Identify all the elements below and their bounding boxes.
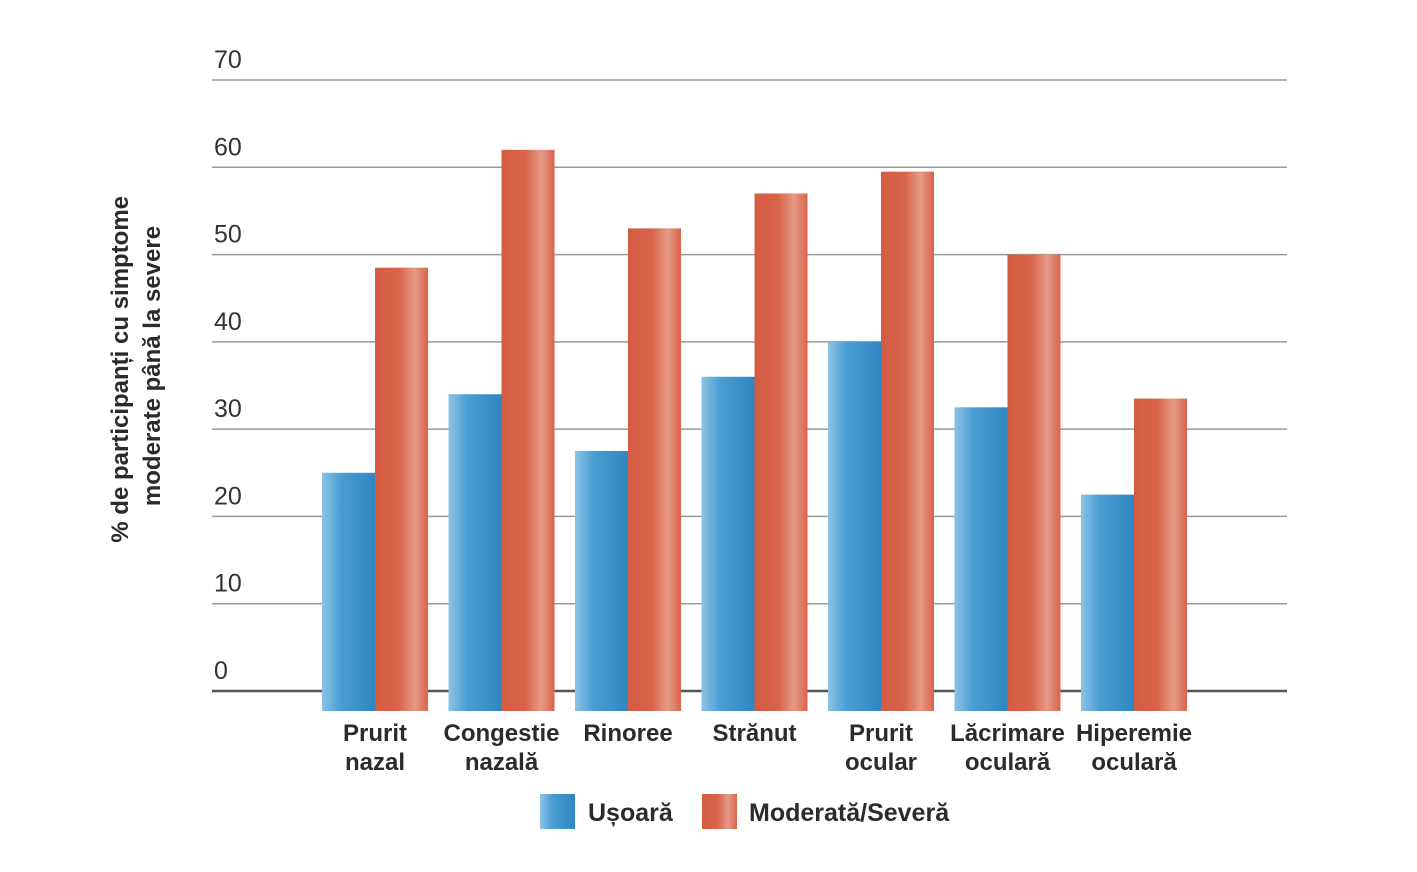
legend-label-0: Ușoară xyxy=(588,799,674,827)
y-axis-label-line-2: moderate până la severe xyxy=(139,226,166,506)
category-label-4-line-1: ocular xyxy=(845,749,917,776)
category-label-0-line-1: nazal xyxy=(345,749,405,776)
legend-label-1: Moderată/Severă xyxy=(749,799,950,827)
bar-moderata-severa-5 xyxy=(1007,254,1061,712)
category-label-0: Prurit nazal xyxy=(343,720,407,776)
category-label-5: Lăcrimare oculară xyxy=(950,720,1065,776)
bar-usoara-6 xyxy=(1081,494,1134,711)
legend: Ușoară Moderată/Severă xyxy=(540,794,950,829)
bar-usoara-4 xyxy=(828,341,881,711)
bar-moderata-severa-0 xyxy=(375,267,428,711)
category-label-1-line-1: nazală xyxy=(465,749,539,776)
category-label-3: Strănut xyxy=(713,720,797,747)
category-label-0-line-0: Prurit xyxy=(343,720,407,747)
bar-moderata-severa-6 xyxy=(1134,398,1187,711)
category-label-1: Congestie nazală xyxy=(443,720,559,776)
category-label-3-line-0: Strănut xyxy=(713,720,797,747)
bar-moderata-severa-4 xyxy=(881,171,934,711)
category-label-2: Rinoree xyxy=(583,720,672,747)
bar-usoara-2 xyxy=(575,450,628,711)
category-label-4-line-0: Prurit xyxy=(849,720,913,747)
bar-moderata-severa-1 xyxy=(501,149,555,712)
category-label-2-line-0: Rinoree xyxy=(583,720,672,747)
category-label-4: Prurit ocular xyxy=(845,720,917,776)
y-tick-label-10: 10 xyxy=(214,570,242,598)
bar-moderata-severa-2 xyxy=(628,228,681,711)
bars xyxy=(322,149,1187,712)
y-tick-label-20: 20 xyxy=(214,482,242,510)
legend-swatch-0 xyxy=(540,794,575,829)
bar-usoara-1 xyxy=(448,394,502,711)
category-label-5-line-1: oculară xyxy=(965,749,1051,776)
y-tick-label-0: 0 xyxy=(214,657,228,685)
category-label-5-line-0: Lăcrimare xyxy=(950,720,1065,747)
y-axis-label: % de participanți cu simptome moderate p… xyxy=(107,189,166,542)
category-label-6-line-1: oculară xyxy=(1091,749,1177,776)
bar-usoara-3 xyxy=(701,376,755,711)
legend-swatch-1 xyxy=(702,794,737,829)
bar-moderata-severa-3 xyxy=(754,193,808,711)
category-label-1-line-0: Congestie xyxy=(443,720,559,747)
y-axis-label-line-1: % de participanți cu simptome xyxy=(107,196,134,543)
category-label-6-line-0: Hiperemie xyxy=(1076,720,1192,747)
bar-usoara-0 xyxy=(322,472,375,711)
category-label-6: Hiperemie oculară xyxy=(1076,720,1192,776)
y-tick-label-50: 50 xyxy=(214,221,242,249)
bar-usoara-5 xyxy=(954,407,1008,711)
y-tick-label-70: 70 xyxy=(214,46,242,74)
y-tick-label-60: 60 xyxy=(214,133,242,161)
y-tick-label-40: 40 xyxy=(214,308,242,336)
y-tick-label-30: 30 xyxy=(214,395,242,423)
